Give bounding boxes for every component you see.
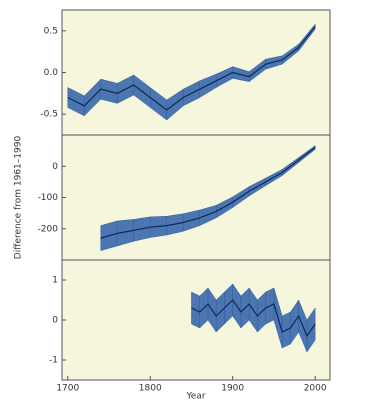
- y-tick-label: 0.0: [44, 68, 59, 78]
- y-tick-label: 0: [52, 162, 58, 172]
- y-tick-label: 0: [52, 316, 58, 326]
- y-tick-label: 0.5: [44, 26, 58, 36]
- y-tick-label: -100: [38, 193, 59, 203]
- y-tick-label: -0.5: [40, 110, 58, 120]
- x-tick-label: 1800: [139, 384, 162, 394]
- y-tick-label: -200: [38, 224, 59, 234]
- data-line: [191, 299, 316, 338]
- panel: [61, 9, 331, 136]
- y-tick-label: 1: [52, 276, 58, 286]
- x-tick-label: 2000: [304, 384, 327, 394]
- x-tick-label: 1700: [56, 384, 79, 394]
- x-axis-label: Year: [185, 392, 205, 402]
- y-tick-label: -1: [49, 356, 58, 366]
- data-line: [67, 26, 316, 111]
- x-tick-label: 1900: [221, 384, 244, 394]
- y-axis-label: Difference from 1961–1990: [14, 136, 24, 260]
- data-line: [100, 147, 316, 239]
